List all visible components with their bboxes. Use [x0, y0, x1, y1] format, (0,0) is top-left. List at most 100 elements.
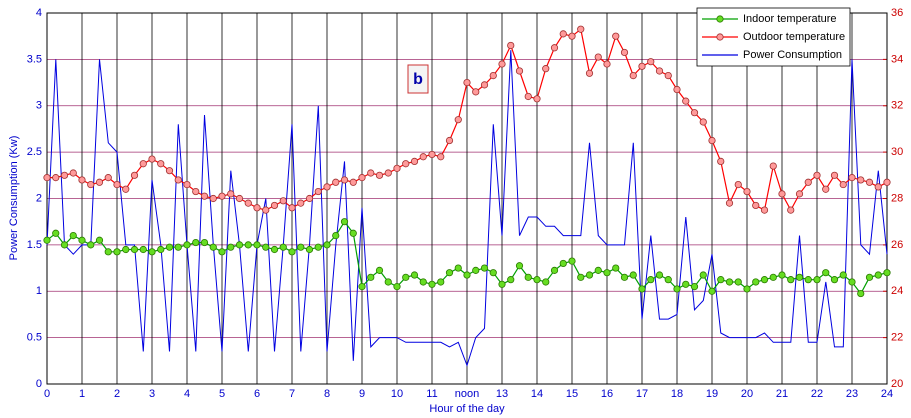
y2-tick-label: 22 — [891, 332, 903, 344]
series-marker — [428, 150, 436, 159]
series-marker — [857, 289, 865, 298]
series-marker — [638, 285, 646, 293]
series-marker — [480, 81, 489, 89]
series-marker — [629, 271, 637, 279]
x-tick-label: 11 — [426, 388, 437, 400]
series-marker — [367, 169, 375, 177]
series-marker — [883, 178, 891, 186]
series-marker — [507, 276, 515, 284]
series-marker — [769, 273, 777, 281]
series-marker — [87, 180, 95, 189]
series-marker — [647, 58, 655, 66]
series-marker — [314, 187, 322, 196]
series-marker — [174, 176, 182, 184]
series-marker — [130, 245, 139, 254]
series-marker — [524, 92, 532, 101]
series-marker — [533, 95, 541, 103]
y-tick-label: 2 — [36, 192, 42, 204]
plot-frame — [46, 12, 888, 385]
series-marker — [358, 283, 366, 291]
series-marker — [375, 266, 384, 274]
series-marker — [419, 153, 427, 161]
series-marker — [262, 243, 270, 251]
series-marker — [848, 174, 856, 182]
series-marker — [874, 271, 882, 279]
series-marker — [629, 72, 637, 80]
series-marker — [760, 206, 769, 214]
series-marker — [349, 178, 357, 186]
series-marker — [717, 157, 725, 165]
series-marker — [314, 243, 322, 251]
annotation-box — [407, 64, 429, 94]
series-marker — [585, 69, 594, 77]
series-marker — [489, 269, 497, 277]
series-marker — [113, 248, 121, 256]
series-marker — [192, 187, 200, 196]
y-tick-label: 2.5 — [27, 146, 42, 158]
series-marker — [305, 194, 314, 203]
series-marker — [297, 243, 305, 251]
series-marker — [332, 232, 340, 240]
x-tick-label: 19 — [706, 388, 718, 400]
series-marker — [752, 201, 760, 210]
series-marker — [445, 269, 454, 277]
series-marker — [122, 245, 130, 254]
x-tick-label: 13 — [496, 388, 508, 400]
series-marker — [787, 206, 795, 214]
series-marker — [323, 183, 331, 191]
series-marker — [279, 243, 287, 251]
series-marker — [87, 241, 95, 249]
x-tick-label: 0 — [44, 388, 50, 400]
series-marker — [830, 276, 839, 284]
x-tick-label: 8 — [324, 388, 330, 400]
series-marker — [682, 97, 690, 105]
series-marker — [577, 25, 585, 33]
y-tick-label: 3 — [36, 100, 42, 112]
series-marker — [384, 169, 392, 177]
x-tick-label: 21 — [776, 388, 788, 400]
x-tick-label: noon — [455, 388, 479, 400]
y-axis-label: Power Consumption (Kw) — [8, 136, 20, 261]
series-marker — [78, 236, 86, 244]
series-marker — [717, 276, 725, 284]
series-marker — [857, 176, 865, 184]
series-marker — [638, 62, 646, 70]
x-tick-label: 14 — [531, 388, 543, 400]
y-tick-label: 3.5 — [27, 53, 42, 65]
series-marker — [174, 243, 182, 251]
series-marker — [507, 41, 515, 50]
series-marker — [209, 194, 217, 203]
series-marker — [603, 269, 611, 277]
series-marker — [288, 204, 296, 212]
series-marker — [323, 241, 331, 249]
series-marker — [43, 174, 51, 182]
series-marker — [235, 241, 244, 249]
series-marker — [542, 278, 550, 286]
series-marker — [787, 276, 795, 284]
x-tick-label: 7 — [289, 388, 295, 400]
series-marker — [340, 218, 349, 226]
series-marker — [384, 278, 392, 286]
series-marker — [690, 283, 699, 291]
series-marker — [209, 243, 217, 251]
series-marker — [192, 238, 200, 247]
series-marker — [725, 278, 734, 286]
x-tick-label: 20 — [741, 388, 753, 400]
x-tick-label: 17 — [636, 388, 648, 400]
series-marker — [349, 229, 357, 237]
series-marker — [437, 278, 445, 286]
series-marker — [480, 264, 489, 272]
series-marker — [778, 190, 786, 198]
y2-tick-label: 26 — [891, 239, 903, 251]
series-marker — [375, 171, 384, 179]
series-marker — [498, 280, 506, 288]
series-marker — [43, 236, 51, 244]
series-marker — [620, 273, 629, 281]
series-marker — [393, 164, 401, 172]
series-marker — [227, 190, 235, 198]
series-marker — [218, 192, 226, 200]
series-marker — [839, 180, 847, 189]
series-marker — [332, 178, 340, 186]
y-tick-label: 4 — [36, 7, 42, 19]
